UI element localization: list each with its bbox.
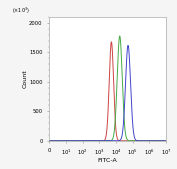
Text: $(\times10^3)$: $(\times10^3)$	[12, 6, 30, 16]
X-axis label: FITC-A: FITC-A	[98, 159, 118, 163]
Y-axis label: Count: Count	[23, 70, 28, 88]
